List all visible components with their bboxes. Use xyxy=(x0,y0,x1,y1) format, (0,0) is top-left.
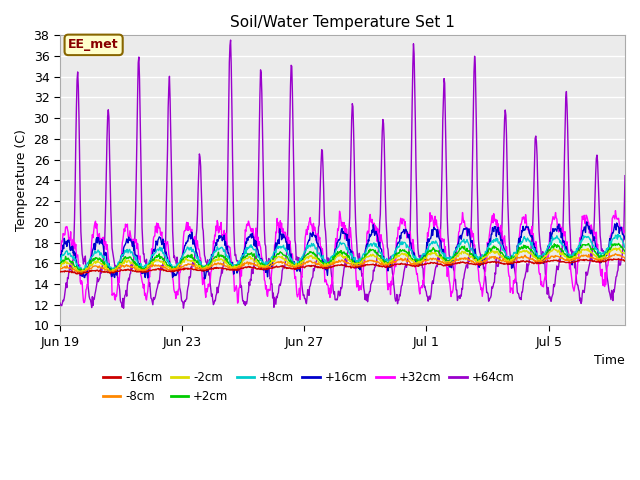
Legend: -16cm, -8cm, -2cm, +2cm, +8cm, +16cm, +32cm, +64cm: -16cm, -8cm, -2cm, +2cm, +8cm, +16cm, +3… xyxy=(98,366,519,408)
Y-axis label: Temperature (C): Temperature (C) xyxy=(15,130,28,231)
Text: EE_met: EE_met xyxy=(68,38,119,51)
X-axis label: Time: Time xyxy=(595,354,625,367)
Title: Soil/Water Temperature Set 1: Soil/Water Temperature Set 1 xyxy=(230,15,455,30)
